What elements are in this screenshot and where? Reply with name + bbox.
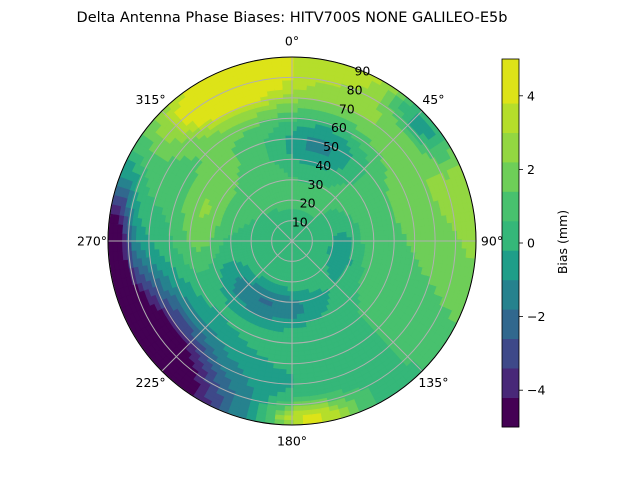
colorbar-band — [502, 59, 519, 104]
radial-tick-label: 70 — [339, 101, 355, 116]
colorbar-band — [502, 191, 519, 222]
colorbar-label: Bias (mm) — [555, 210, 570, 274]
radial-tick-label: 30 — [308, 177, 324, 192]
radial-tick-label: 10 — [292, 215, 308, 230]
colorbar-band — [502, 220, 519, 251]
radial-tick-label: 90 — [354, 64, 370, 79]
colorbar-tick-label: −2 — [527, 309, 545, 324]
angular-tick-label: 180° — [277, 434, 307, 449]
colorbar-band — [502, 397, 519, 428]
angular-tick-label: 270° — [77, 234, 107, 249]
colorbar-ticks: −4 −2 0 2 4 — [519, 88, 545, 398]
colorbar-band — [502, 309, 519, 339]
colorbar-tick-label: 0 — [527, 236, 535, 251]
chart-title: Delta Antenna Phase Biases: HITV700S NON… — [77, 10, 508, 26]
angular-tick-label: 0° — [285, 34, 299, 49]
radial-tick-label: 80 — [347, 82, 363, 97]
colorbar-band — [502, 103, 519, 133]
colorbar-tick-label: 2 — [527, 162, 535, 177]
colorbar-band — [502, 338, 519, 369]
radial-tick-label: 20 — [300, 196, 316, 211]
colorbar-band — [502, 162, 519, 192]
radial-tick-label: 50 — [323, 139, 339, 154]
colorbar — [501, 58, 520, 428]
angular-tick-label: 45° — [422, 92, 444, 107]
angular-tick-label: 135° — [418, 375, 448, 390]
colorbar-tick-label: 4 — [527, 88, 535, 103]
angular-tick-label: 315° — [136, 92, 166, 107]
colorbar-band — [502, 132, 519, 163]
angular-tick-label: 90° — [481, 234, 503, 249]
radial-tick-label: 40 — [315, 158, 331, 173]
colorbar-band — [502, 368, 519, 398]
colorbar-band — [502, 250, 519, 281]
angular-tick-label: 225° — [136, 375, 166, 390]
colorbar-tick-label: −4 — [527, 383, 545, 398]
colorbar-band — [502, 279, 519, 310]
polar-grid — [107, 56, 477, 426]
radial-tick-label: 60 — [331, 120, 347, 135]
